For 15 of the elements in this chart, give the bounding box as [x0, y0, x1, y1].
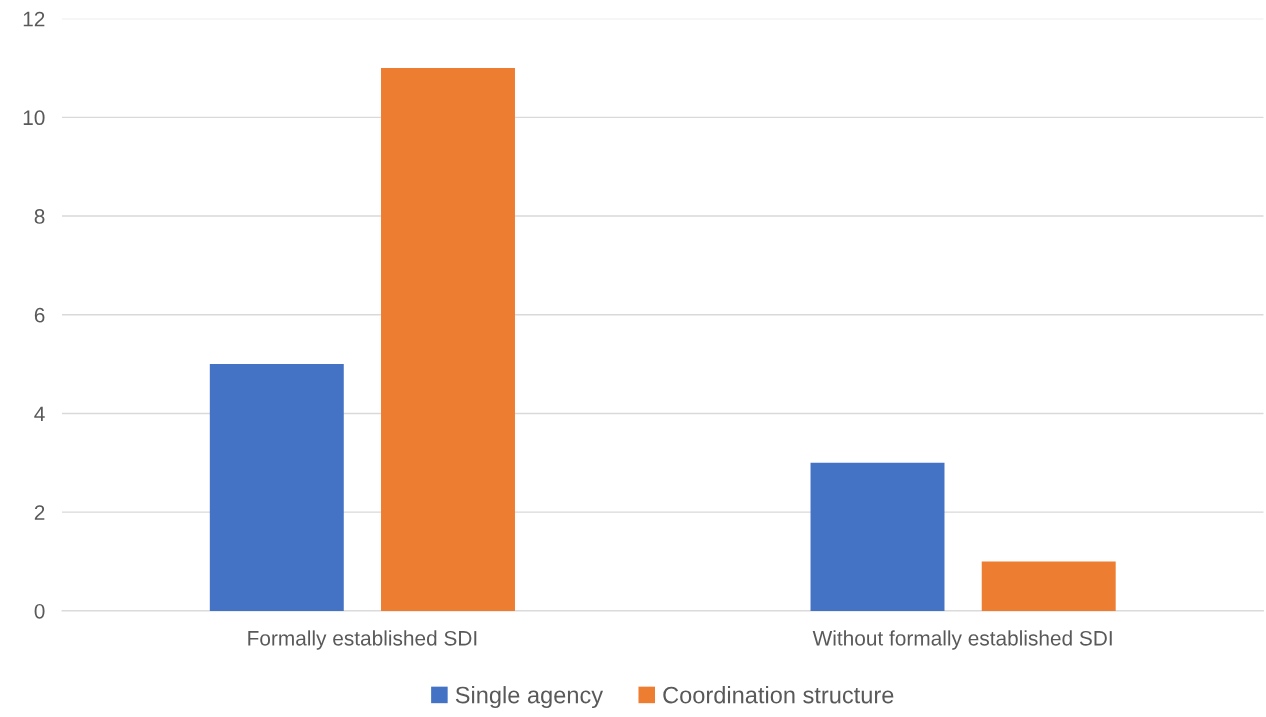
- y-tick-label: 2: [34, 505, 45, 520]
- y-tick-label: 10: [23, 110, 45, 126]
- x-tick-label: Without formally established SDI: [812, 630, 1112, 650]
- y-tick-label: 4: [34, 406, 45, 422]
- y-tick-label: 8: [34, 209, 45, 224]
- bar: [209, 364, 344, 611]
- bar: [981, 561, 1116, 611]
- bar: [381, 68, 515, 611]
- bar: [810, 462, 945, 611]
- legend-label: Single agency: [455, 686, 604, 709]
- x-tick-label: Formally established SDI: [248, 630, 477, 650]
- y-tick-label: 0: [34, 603, 45, 619]
- y-tick-label: 12: [23, 11, 45, 27]
- legend-label: Coordination structure: [663, 686, 894, 704]
- y-tick-label: 6: [34, 307, 45, 323]
